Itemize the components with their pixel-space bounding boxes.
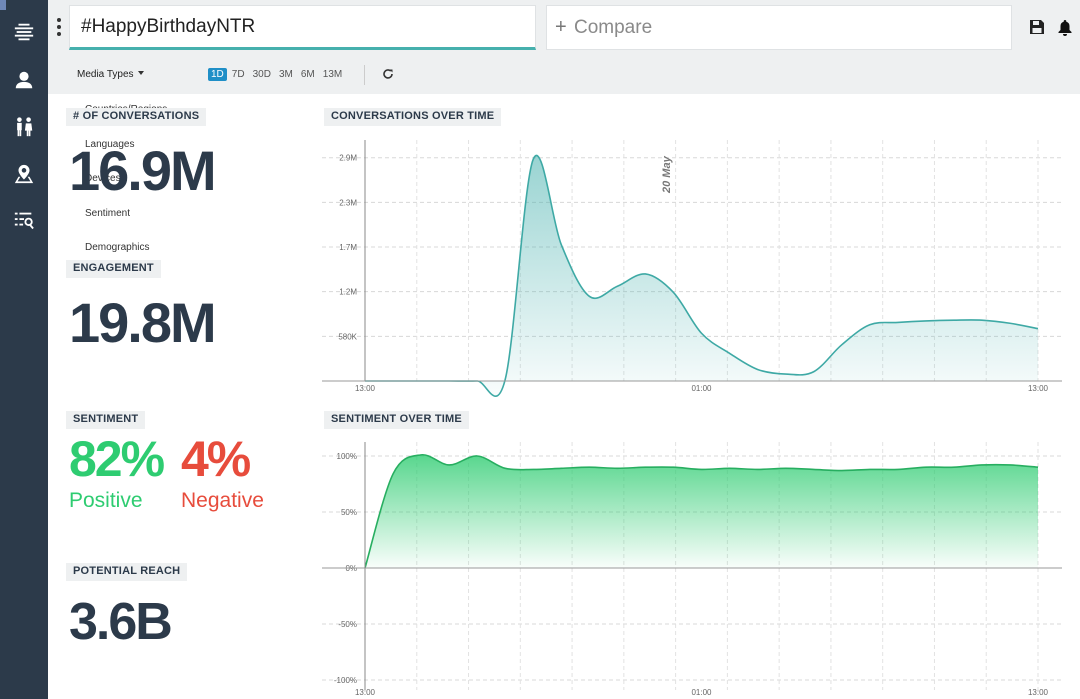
- range-6m[interactable]: 6M: [300, 69, 315, 80]
- y-tick-label: 2.9M: [339, 154, 357, 163]
- sentiment-label: SENTIMENT: [66, 411, 146, 429]
- divider: [364, 65, 365, 85]
- compare-box[interactable]: +: [546, 5, 1012, 50]
- refresh-icon[interactable]: [382, 68, 394, 80]
- search-list-icon[interactable]: [12, 208, 36, 232]
- positive-label: Positive: [69, 489, 143, 512]
- x-tick-label: 13:00: [355, 688, 376, 697]
- reach-label: POTENTIAL REACH: [66, 563, 188, 581]
- stream-icon[interactable]: [12, 20, 36, 44]
- media-types-label: Media Types: [77, 69, 134, 80]
- more-options-icon[interactable]: [56, 18, 62, 38]
- sidebar-active-marker: [0, 0, 6, 10]
- conversations-chart-title: CONVERSATIONS OVER TIME: [324, 108, 502, 126]
- menu-item-sentiment[interactable]: Sentiment: [85, 207, 131, 219]
- y-tick-label: 2.3M: [339, 198, 357, 207]
- plus-icon: +: [555, 16, 567, 38]
- engagement-label: ENGAGEMENT: [66, 260, 161, 278]
- positive-percentage: 82%: [69, 431, 165, 487]
- y-tick-label: 1.7M: [339, 243, 357, 252]
- bell-icon[interactable]: [1057, 19, 1073, 36]
- compare-input[interactable]: [547, 6, 1011, 49]
- y-tick-label: 580K: [338, 332, 357, 341]
- range-30d[interactable]: 30D: [252, 69, 271, 80]
- range-3m[interactable]: 3M: [278, 69, 293, 80]
- time-range-selector: 1D 7D 30D 3M 6M 13M: [208, 68, 347, 81]
- media-types-dropdown[interactable]: Media Types: [77, 69, 144, 80]
- y-tick-label: -100%: [334, 676, 357, 685]
- reach-value: 3.6B: [69, 593, 173, 651]
- sentiment-chart-title: SENTIMENT OVER TIME: [324, 411, 469, 429]
- conversations-chart: 580K 1.2M 1.7M 2.3M 2.9M 13:00 01:00 13:00 20 Ma…: [322, 140, 1062, 397]
- series-line: [364, 454, 1039, 569]
- y-tick-label: -50%: [338, 620, 357, 629]
- x-tick-label: 13:00: [1028, 688, 1049, 697]
- menu-item-devices[interactable]: Devices: [85, 173, 121, 184]
- map-pin-icon[interactable]: [12, 162, 36, 186]
- x-tick-label: 13:00: [355, 384, 376, 393]
- range-1d[interactable]: 1D: [208, 68, 227, 81]
- people-icon[interactable]: [12, 115, 36, 139]
- series-area: [365, 454, 1038, 568]
- y-tick-label: 100%: [337, 452, 357, 461]
- menu-item-languages[interactable]: Languages: [85, 138, 135, 150]
- range-13m[interactable]: 13M: [322, 69, 343, 80]
- user-icon[interactable]: [12, 68, 36, 92]
- y-tick-label: 50%: [341, 508, 357, 517]
- sidebar: [0, 0, 48, 699]
- series-line: [365, 154, 1039, 397]
- series-area: [365, 155, 1038, 397]
- conversations-label: # OF CONVERSATIONS: [66, 108, 207, 126]
- date-annotation: 20 May: [661, 155, 673, 194]
- save-icon[interactable]: [1029, 19, 1045, 35]
- negative-percentage: 4%: [181, 431, 251, 487]
- filter-bar: [48, 58, 1080, 94]
- x-tick-label: 13:00: [1028, 384, 1049, 393]
- conversations-value: 16.9M: [69, 139, 217, 202]
- search-input[interactable]: [70, 6, 535, 47]
- sentiment-chart: 100%50%0%-50%-100%13:00 01:00 13:00: [322, 442, 1062, 697]
- x-tick-label: 01:00: [691, 688, 712, 697]
- negative-label: Negative: [181, 489, 264, 512]
- search-query-box[interactable]: [69, 5, 536, 50]
- engagement-value: 19.8M: [69, 291, 217, 354]
- caret-down-icon: [137, 71, 144, 75]
- x-tick-label: 01:00: [691, 384, 712, 393]
- range-7d[interactable]: 7D: [231, 69, 245, 80]
- y-tick-label: 1.2M: [339, 288, 357, 297]
- menu-item-demographics[interactable]: Demographics: [85, 242, 150, 253]
